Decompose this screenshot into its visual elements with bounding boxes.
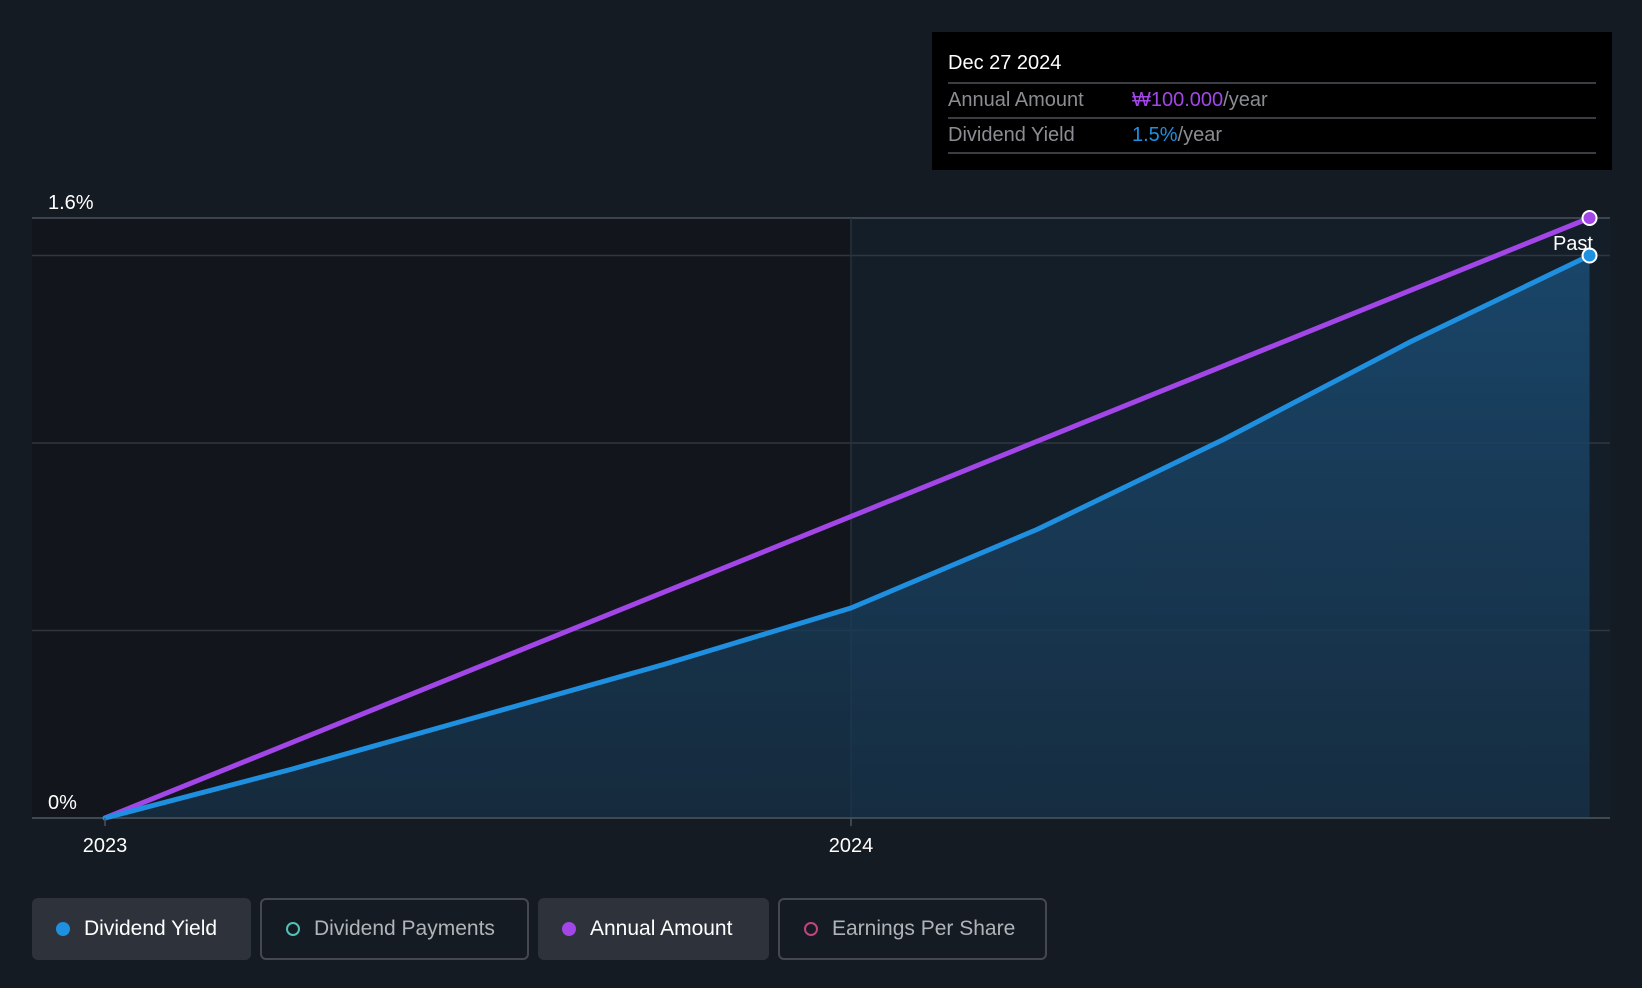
legend-label: Earnings Per Share [832,917,1016,940]
legend-label: Dividend Yield [84,917,218,940]
filled-dot-icon [562,922,576,936]
tooltip-date: Dec 27 2024 [948,48,1596,84]
dividend-yield-area [105,255,1590,818]
dividend-yield-end-marker [1581,247,1598,264]
tooltip-value: 1.5% [1132,124,1178,146]
hollow-dot-icon [286,922,300,936]
tooltip-unit: /year [1177,124,1223,146]
annual-amount-line [102,215,1593,821]
dividend-yield-line [102,253,1593,821]
annual-amount-end-marker [1581,210,1598,226]
y-tick-label: 0% [48,792,77,814]
tooltip-label: Dividend Yield [948,124,1075,146]
legend-label: Annual Amount [590,917,733,940]
filled-dot-icon [56,922,70,936]
hollow-dot-icon [804,922,818,936]
tooltip-unit: /year [1223,89,1268,111]
tooltip-row-annual-amount: Annual Amount ₩100.000 /year [948,84,1596,119]
legend-label: Dividend Payments [314,917,495,940]
chart-legend: Dividend Yield Dividend Payments Annual … [32,898,1047,960]
dividend-chart: 2023 2024 1.6% 0% Past [32,192,1610,857]
legend-annual-amount-toggle[interactable]: Annual Amount [538,898,769,960]
x-tick-label: 2023 [83,835,128,857]
y-tick-label: 1.6% [48,192,94,214]
legend-dividend-yield-toggle[interactable]: Dividend Yield [32,898,251,960]
legend-earnings-per-share-toggle[interactable]: Earnings Per Share [778,898,1047,960]
tooltip-value: ₩100.000 [1132,89,1224,111]
x-tick-label: 2024 [829,835,874,857]
tooltip-label: Annual Amount [948,89,1084,111]
past-label: Past [1553,233,1593,255]
legend-dividend-payments-toggle[interactable]: Dividend Payments [260,898,529,960]
tooltip-row-dividend-yield: Dividend Yield 1.5% /year [948,119,1596,154]
chart-tooltip: Dec 27 2024 Annual Amount ₩100.000 /year… [932,32,1612,170]
